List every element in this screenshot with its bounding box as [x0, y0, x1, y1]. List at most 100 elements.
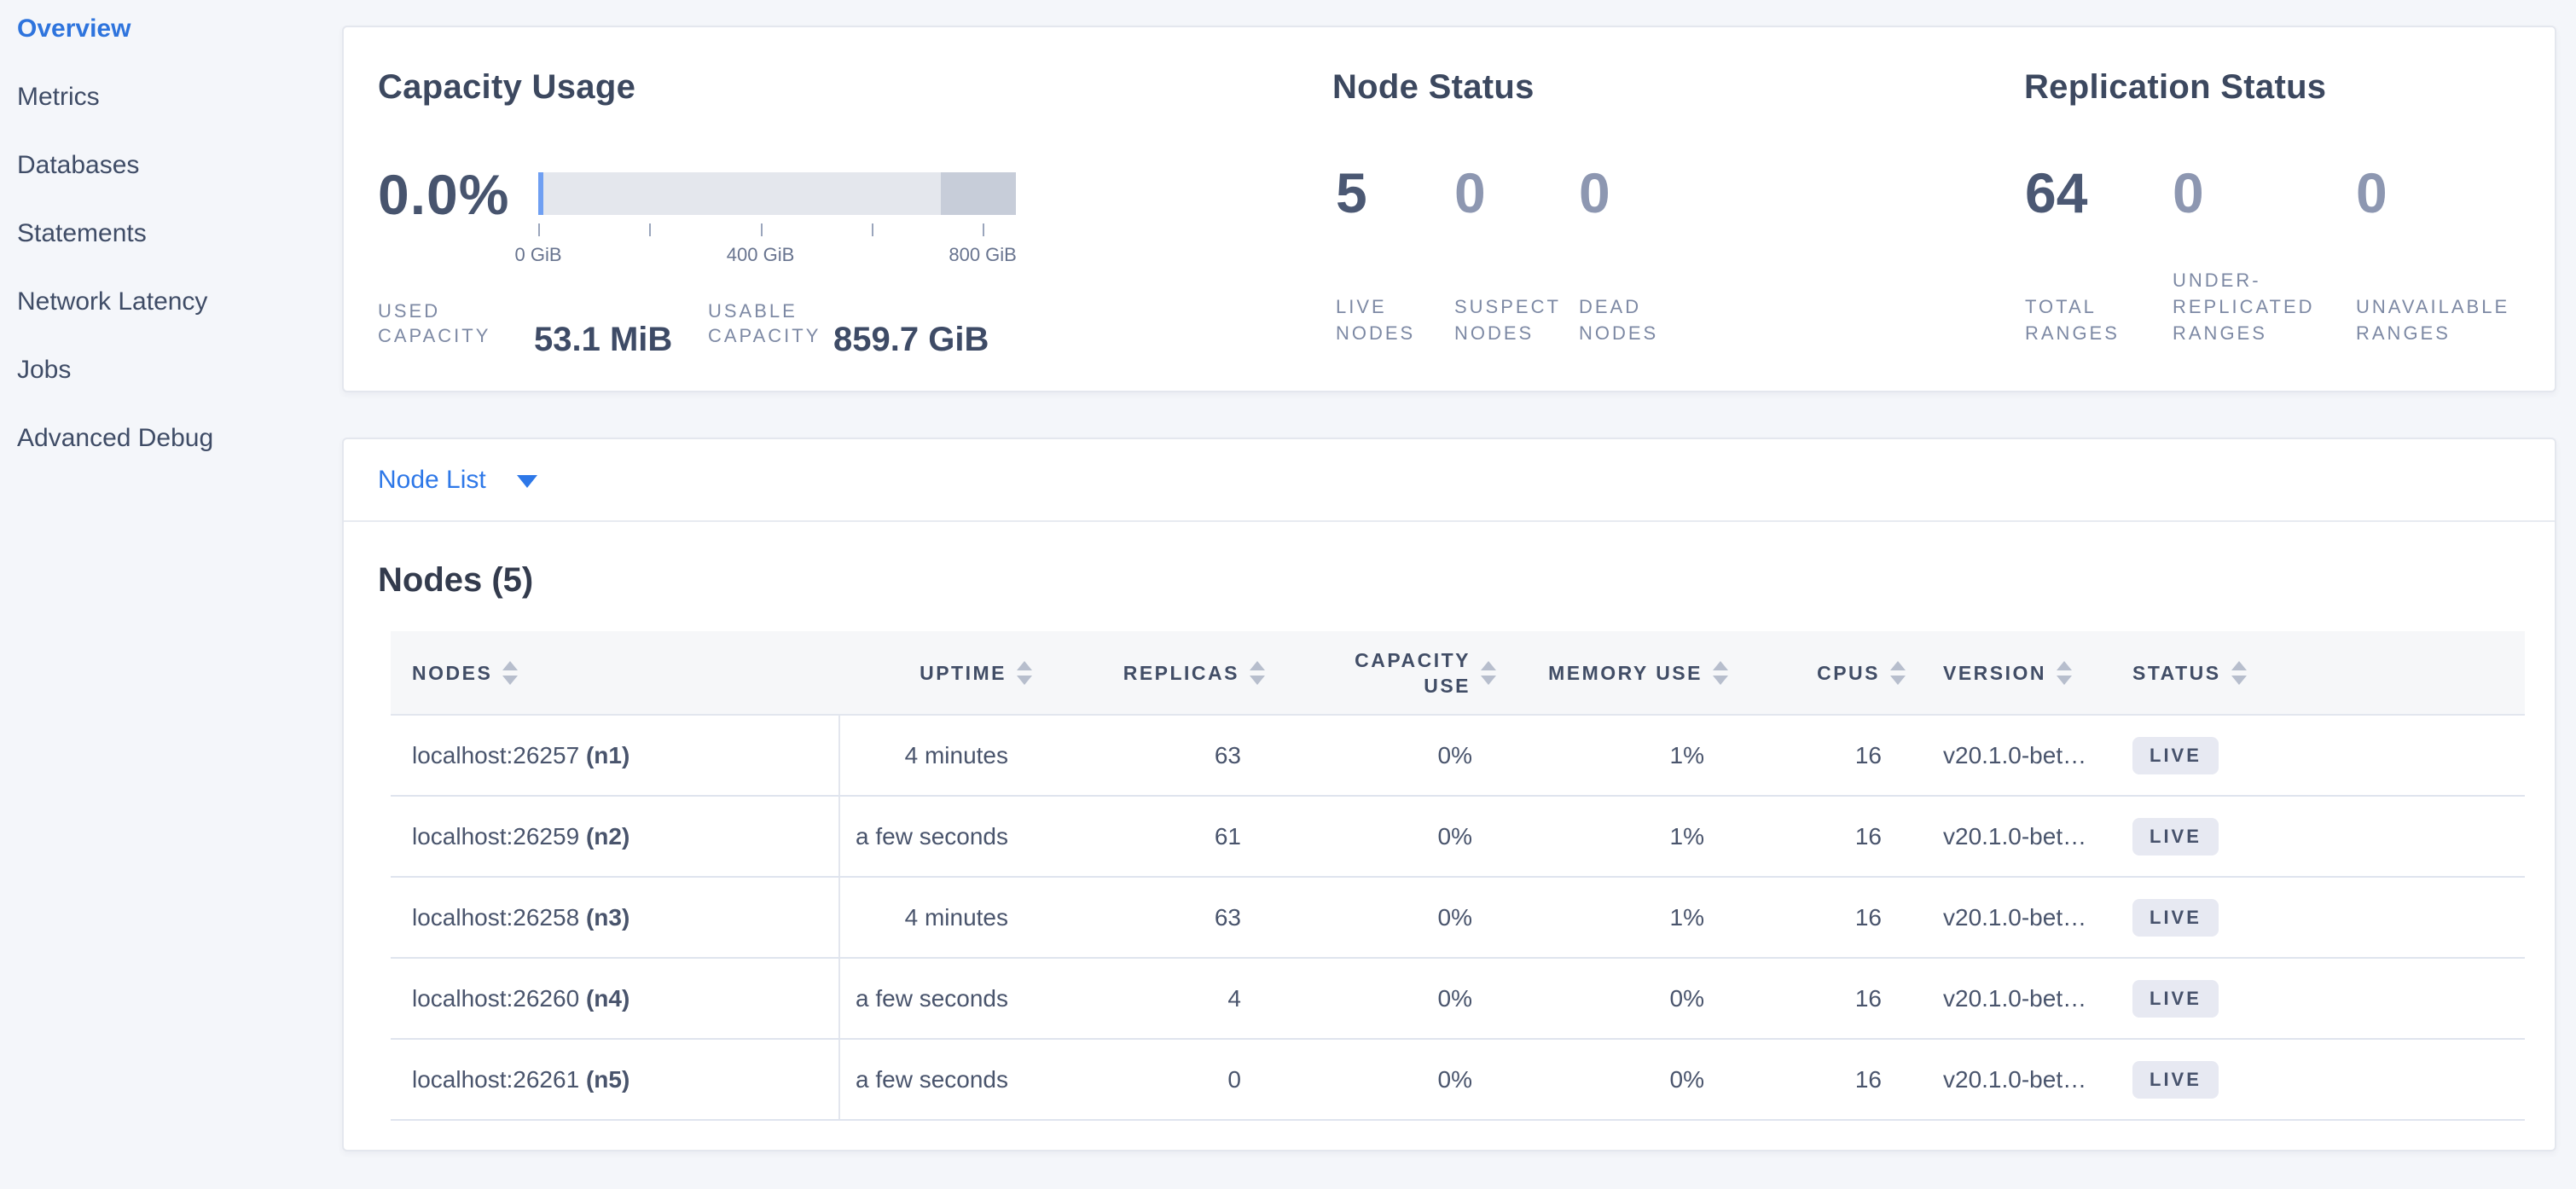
- axis-tick: [983, 223, 985, 236]
- column-header-status[interactable]: STATUS: [2107, 631, 2525, 714]
- column-header-label: STATUS: [2132, 661, 2221, 684]
- node-address[interactable]: localhost:26259 (n2): [412, 822, 630, 850]
- sort-icon: [1017, 660, 1032, 685]
- sidebar-item-network-latency[interactable]: Network Latency: [17, 287, 208, 316]
- cell-replicas: 61: [1214, 822, 1241, 850]
- column-header-label: CAPACITY USE: [1355, 648, 1471, 697]
- sort-icon: [1713, 660, 1728, 685]
- axis-tick-label: 800 GiB: [949, 244, 1017, 265]
- cluster-summary-card: Capacity Usage 0.0% 0 GiB 400 GiB 800 GiB …: [342, 26, 2556, 392]
- metric-value-under-replicated-ranges: 0: [2173, 161, 2204, 224]
- sidebar-item-statements[interactable]: Statements: [17, 219, 147, 247]
- cell-version: v20.1.0-bet…: [1943, 903, 2087, 931]
- sort-icon: [2057, 660, 2073, 685]
- metric-label-live-nodes: LIVE NODES: [1336, 296, 1416, 344]
- column-header-memory-use[interactable]: MEMORY USE: [1501, 631, 1733, 714]
- cell-nodes: localhost:26257 (n1): [391, 716, 838, 795]
- metric-value-suspect-nodes: 0: [1454, 161, 1486, 224]
- cell-memory_use: 1%: [1669, 741, 1704, 768]
- cell-capacity_use: 0%: [1437, 822, 1472, 850]
- cell-status: LIVE: [2107, 716, 2525, 795]
- axis-tick-label: 0 GiB: [514, 244, 562, 265]
- sidebar-item-databases[interactable]: Databases: [17, 151, 140, 179]
- metric-label-unavailable-ranges: UNAVAILABLE RANGES: [2356, 296, 2510, 344]
- node-address[interactable]: localhost:26258 (n3): [412, 903, 630, 931]
- table-row: localhost:26258 (n3) 4 minutes 63 0% 1% 16 v20…: [391, 878, 2525, 959]
- cell-nodes: localhost:26260 (n4): [391, 959, 838, 1038]
- status-badge: LIVE: [2132, 1060, 2219, 1099]
- node-address[interactable]: localhost:26260 (n4): [412, 984, 630, 1012]
- status-badge: LIVE: [2132, 979, 2219, 1018]
- cell-capacity_use: 0%: [1437, 741, 1472, 768]
- column-header-nodes[interactable]: NODES: [391, 631, 838, 714]
- cell-replicas: 4: [1227, 984, 1241, 1012]
- cell-memory_use: 1%: [1669, 822, 1704, 850]
- nodes-table-header: NODES UPTIME REPLICAS CAPACITY USE MEMORY US…: [391, 631, 2525, 716]
- nodes-section-title: Nodes (5): [378, 561, 534, 599]
- node-address[interactable]: localhost:26261 (n5): [412, 1065, 630, 1093]
- metric-value-total-ranges: 64: [2025, 161, 2088, 224]
- capacity-bar-track: [538, 172, 1016, 215]
- status-badge: LIVE: [2132, 898, 2219, 937]
- cell-capacity_use: 0%: [1437, 984, 1472, 1012]
- column-header-cpus[interactable]: CPUS: [1733, 631, 1911, 714]
- cell-uptime: 4 minutes: [838, 878, 1034, 957]
- cell-nodes: localhost:26261 (n5): [391, 1040, 838, 1119]
- column-header-replicas[interactable]: REPLICAS: [1034, 631, 1270, 714]
- column-header-label: CPUS: [1817, 661, 1880, 684]
- column-header-label: REPLICAS: [1123, 661, 1239, 684]
- capacity-bar-segment-used: [538, 172, 543, 215]
- column-header-uptime[interactable]: UPTIME: [838, 631, 1034, 714]
- column-header-label: VERSION: [1943, 661, 2047, 684]
- metric-value-unavailable-ranges: 0: [2356, 161, 2387, 224]
- metric-value-dead-nodes: 0: [1579, 161, 1610, 224]
- table-row: localhost:26260 (n4) a few seconds 4 0% 0% 16…: [391, 959, 2525, 1040]
- metric-label-suspect-nodes: SUSPECT NODES: [1454, 296, 1561, 344]
- nodes-table: NODES UPTIME REPLICAS CAPACITY USE MEMORY US…: [391, 631, 2525, 1121]
- node-list-dropdown[interactable]: Node List: [344, 439, 2555, 522]
- nodes-table-body: localhost:26257 (n1) 4 minutes 63 0% 1% 16 v20…: [391, 716, 2525, 1121]
- table-row: localhost:26257 (n1) 4 minutes 63 0% 1% 16 v20…: [391, 716, 2525, 797]
- sidebar-item-overview[interactable]: Overview: [17, 14, 131, 43]
- capacity-bar-segment-other-used-disk: [941, 172, 1016, 215]
- metric-label-dead-nodes: DEAD NODES: [1579, 296, 1659, 344]
- metric-label-under-replicated-ranges: UNDER- REPLICATED RANGES: [2173, 270, 2315, 344]
- node-address[interactable]: localhost:26257 (n1): [412, 741, 630, 768]
- sort-icon: [502, 660, 519, 685]
- axis-tick: [649, 223, 652, 236]
- usable-capacity-value: 859.7 GiB: [833, 321, 989, 358]
- column-header-label: MEMORY USE: [1548, 661, 1703, 684]
- status-badge: LIVE: [2132, 817, 2219, 856]
- cell-capacity_use: 0%: [1437, 1065, 1472, 1093]
- replication-status-title: Replication Status: [2024, 68, 2327, 106]
- usable-capacity-label: USABLE CAPACITY: [708, 300, 821, 346]
- cell-replicas: 0: [1227, 1065, 1241, 1093]
- sidebar-item-metrics[interactable]: Metrics: [17, 83, 100, 111]
- capacity-usage-title: Capacity Usage: [378, 68, 636, 106]
- cell-capacity_use: 0%: [1437, 903, 1472, 931]
- axis-tick: [760, 223, 763, 236]
- cell-memory_use: 0%: [1669, 984, 1704, 1012]
- capacity-used-percent: 0.0%: [378, 163, 510, 226]
- cell-status: LIVE: [2107, 797, 2525, 876]
- cell-cpus: 16: [1854, 741, 1882, 768]
- cell-uptime: a few seconds: [838, 797, 1034, 876]
- sort-icon: [1890, 660, 1906, 685]
- sort-icon: [1250, 660, 1265, 685]
- cell-version: v20.1.0-bet…: [1943, 1065, 2087, 1093]
- cell-uptime: a few seconds: [838, 1040, 1034, 1119]
- column-header-capacity-use[interactable]: CAPACITY USE: [1270, 631, 1501, 714]
- sidebar-item-advanced-debug[interactable]: Advanced Debug: [17, 424, 214, 452]
- cell-status: LIVE: [2107, 959, 2525, 1038]
- cell-status: LIVE: [2107, 878, 2525, 957]
- sidebar: Overview Metrics Databases Statements Networ…: [0, 0, 339, 1189]
- cell-memory_use: 1%: [1669, 903, 1704, 931]
- sidebar-item-jobs[interactable]: Jobs: [17, 356, 72, 384]
- sort-icon: [2231, 660, 2247, 685]
- status-badge: LIVE: [2132, 736, 2219, 774]
- cell-version: v20.1.0-bet…: [1943, 741, 2087, 768]
- cell-status: LIVE: [2107, 1040, 2525, 1119]
- column-header-version[interactable]: VERSION: [1911, 631, 2107, 714]
- cell-cpus: 16: [1854, 1065, 1882, 1093]
